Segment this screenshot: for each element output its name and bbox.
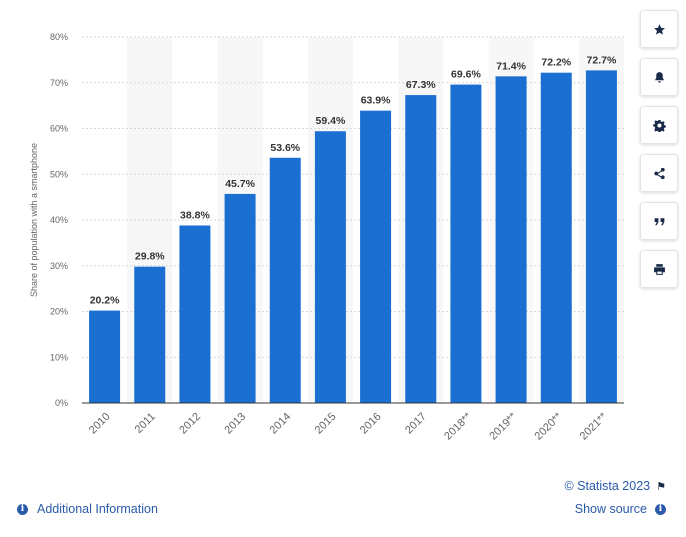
info-icon: i: [655, 503, 666, 515]
y-tick-label: 10%: [50, 352, 68, 362]
settings-button[interactable]: [640, 106, 678, 144]
y-tick-label: 20%: [50, 307, 68, 317]
copyright: © Statista 2023 ⚑: [564, 479, 666, 493]
bar[interactable]: [360, 110, 392, 403]
bar[interactable]: [269, 157, 301, 403]
x-tick-label: 2016: [358, 411, 384, 437]
value-label: 72.7%: [587, 54, 617, 66]
y-tick-label: 0%: [55, 398, 68, 408]
y-axis-ticks: 0% 10% 20% 30% 40% 50% 60% 70% 80%: [50, 32, 68, 408]
value-label: 71.4%: [496, 60, 526, 72]
share-icon: [653, 167, 665, 179]
x-tick-label: 2011: [133, 411, 158, 436]
chart-bars: [89, 70, 617, 404]
value-label: 59.4%: [316, 115, 346, 127]
show-source-label: Show source: [574, 502, 647, 516]
x-tick-label: 2012: [177, 411, 203, 437]
y-tick-label: 40%: [50, 215, 68, 225]
x-tick-label: 2019**: [487, 410, 519, 442]
y-tick-label: 70%: [50, 78, 68, 88]
value-label: 29.8%: [135, 251, 165, 263]
value-label: 53.6%: [270, 142, 300, 154]
value-label: 38.8%: [180, 209, 210, 221]
x-tick-label: 2010: [87, 411, 113, 437]
value-label: 72.2%: [541, 57, 571, 69]
info-icon: i: [17, 503, 28, 515]
x-tick-label: 2013: [222, 411, 248, 437]
y-tick-label: 30%: [50, 261, 68, 271]
cite-button[interactable]: [640, 202, 678, 240]
copyright-text: © Statista 2023: [564, 479, 651, 493]
bar[interactable]: [314, 131, 346, 403]
bar[interactable]: [450, 84, 482, 403]
share-button[interactable]: [640, 154, 678, 192]
value-label: 67.3%: [406, 79, 436, 91]
x-tick-label: 2015: [313, 411, 339, 437]
gear-icon: [652, 119, 666, 132]
bar[interactable]: [224, 193, 256, 403]
bar[interactable]: [585, 70, 617, 404]
value-label: 63.9%: [361, 95, 391, 107]
additional-information-link[interactable]: i Additional Information: [17, 502, 158, 516]
y-tick-label: 60%: [50, 124, 68, 134]
x-axis-ticks: 2010 2011 2012 2013 2014 2015 2016 2017 2018** 20…: [87, 410, 610, 442]
notification-button[interactable]: [640, 58, 678, 96]
bar[interactable]: [89, 310, 121, 403]
quote-icon: [654, 217, 664, 225]
chart-toolbar: [640, 10, 678, 298]
x-tick-label: 2021**: [578, 410, 610, 442]
bar[interactable]: [495, 76, 527, 403]
y-tick-label: 50%: [50, 169, 68, 179]
print-icon: [653, 263, 665, 275]
value-label: 69.6%: [451, 69, 481, 81]
bar[interactable]: [179, 225, 211, 403]
value-label: 45.7%: [225, 178, 255, 190]
chart-footer-right: © Statista 2023 ⚑ Show source i: [564, 479, 666, 516]
bar[interactable]: [540, 72, 572, 403]
x-tick-label: 2018**: [442, 410, 474, 442]
print-button[interactable]: [640, 250, 678, 288]
x-tick-label: 2014: [268, 411, 294, 437]
bar-chart: 0% 10% 20% 30% 40% 50% 60% 70% 80% Share of popu…: [29, 32, 624, 442]
show-source-link[interactable]: Show source i: [564, 502, 666, 516]
y-tick-label: 80%: [50, 32, 68, 42]
flag-icon[interactable]: ⚑: [656, 480, 666, 493]
favorite-button[interactable]: [640, 10, 678, 48]
value-labels: 20.2% 29.8% 38.8% 45.7% 53.6% 59.4% 63.9% 67.3%…: [90, 54, 617, 306]
additional-information-label: Additional Information: [37, 502, 158, 516]
bar[interactable]: [405, 95, 437, 403]
bell-icon: [654, 71, 664, 83]
value-label: 20.2%: [90, 295, 120, 307]
y-axis-label: Share of population with a smartphone: [29, 143, 39, 297]
x-tick-label: 2020**: [533, 410, 565, 442]
x-tick-label: 2017: [403, 411, 429, 437]
star-icon: [653, 23, 665, 35]
bar[interactable]: [134, 266, 166, 403]
